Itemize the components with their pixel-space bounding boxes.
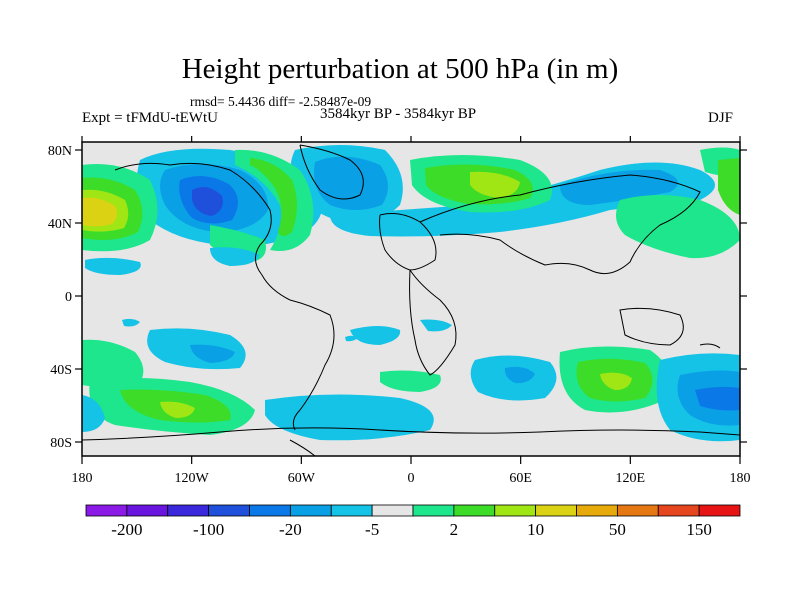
lon-tick-label: 120E [616, 471, 646, 486]
negative-anomaly-north-atlantic [290, 145, 403, 223]
colorbar-swatch [371, 504, 414, 517]
map-title: Height perturbation at 500 hPa (in m) [181, 53, 619, 85]
colorbar-swatch [657, 504, 700, 517]
lat-tick-label: 40S [50, 363, 72, 378]
positive-anomaly-north-pacific [82, 164, 158, 252]
period-label: 3584kyr BP - 3584kyr BP [320, 106, 477, 122]
colorbar-swatch [412, 504, 455, 517]
lon-tick-label: 60E [509, 471, 532, 486]
colorbar-label: -5 [365, 520, 379, 539]
latitude-ticks: 80N 40N 0 40S 80S [48, 144, 747, 451]
coastlines [82, 144, 740, 456]
lon-tick-label: 180 [730, 471, 751, 486]
season-label: DJF [708, 110, 734, 126]
colorbar-swatch [535, 504, 577, 517]
lat-tick-label: 80S [50, 436, 72, 451]
colorbar-swatch [249, 504, 291, 517]
colorbar-swatch [576, 504, 618, 517]
colorbar-swatch [126, 504, 169, 517]
positive-anomaly-west-pacific [616, 147, 740, 259]
lon-tick-label: 120W [175, 471, 210, 486]
colorbar-swatch [289, 504, 332, 517]
southern-hemisphere-anomalies [82, 319, 740, 442]
colorbar-swatch [330, 504, 373, 517]
longitude-ticks: 180 120W 60W 0 60E 120E 180 [72, 136, 751, 486]
colorbar-label: -200 [111, 520, 142, 539]
colorbar-swatch [453, 504, 496, 517]
colorbar-label: 10 [527, 520, 544, 539]
colorbar-label: 150 [686, 520, 712, 539]
lon-tick-label: 60W [288, 471, 316, 486]
colorbar-swatch [208, 504, 250, 517]
lon-tick-label: 180 [72, 471, 93, 486]
colorbar-swatch [494, 504, 537, 517]
lat-tick-label: 80N [48, 144, 72, 159]
stats-label: rmsd= 5.4436 diff= -2.58487e-09 [190, 94, 372, 109]
colorbar-swatch [698, 504, 741, 517]
colorbar-label: -100 [193, 520, 224, 539]
colorbar-swatch [616, 504, 659, 517]
lat-tick-label: 40N [48, 217, 72, 232]
colorbar-label: 50 [609, 520, 626, 539]
colorbar-label: 2 [450, 520, 459, 539]
colorbar-swatch [167, 504, 210, 517]
lat-tick-label: 0 [65, 290, 72, 305]
positive-anomaly-siberia [410, 155, 552, 213]
contour-fields [82, 144, 740, 456]
lon-tick-label: 0 [408, 471, 415, 486]
experiment-label: Expt = tFMdU-tEWtU [82, 110, 218, 126]
colorbar-swatch [85, 504, 128, 517]
colorbar-label: -20 [279, 520, 302, 539]
